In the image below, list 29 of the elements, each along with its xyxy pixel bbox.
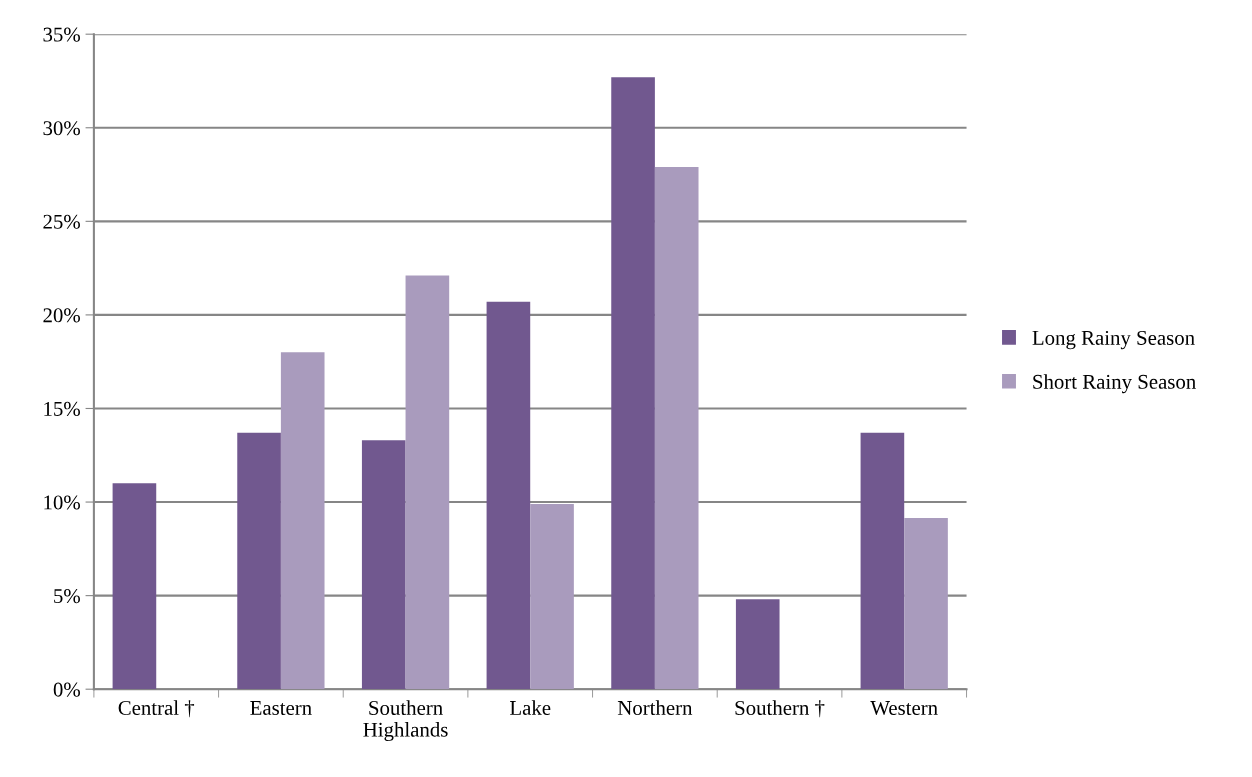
y-tick-label: 30%: [43, 121, 80, 136]
y-tick-label: 5%: [54, 589, 80, 604]
bar: [112, 483, 157, 690]
y-tick-label: 10%: [44, 495, 80, 510]
y-tick-label: 35%: [43, 27, 80, 42]
bar: [361, 440, 406, 690]
x-tick-label: Lake: [510, 700, 551, 715]
y-tick-label: 0%: [53, 682, 80, 697]
y-tick-label: 20%: [43, 308, 80, 323]
y-tick-label: 25%: [43, 214, 80, 229]
x-tick-label: Western: [870, 701, 938, 716]
x-tick-label: Eastern: [250, 701, 312, 715]
y-tick-label: 15%: [44, 401, 80, 416]
x-tick-label: Central †: [118, 700, 195, 718]
bar: [237, 432, 281, 690]
x-tick-label: Northern: [617, 700, 693, 715]
bar: [860, 432, 905, 690]
x-tick-label: Southern †: [735, 700, 825, 718]
bar: [530, 503, 574, 690]
legend-label: Long Rainy Season: [1032, 330, 1195, 350]
bar: [904, 517, 948, 690]
x-tick-label: Southern Highlands: [363, 700, 448, 742]
bar: [611, 77, 655, 690]
legend-label: Short Rainy Season: [1033, 374, 1196, 394]
bar: [735, 599, 780, 690]
bar: [486, 301, 531, 690]
bar: [405, 275, 450, 690]
bar: [654, 167, 699, 690]
bar: [280, 352, 325, 690]
